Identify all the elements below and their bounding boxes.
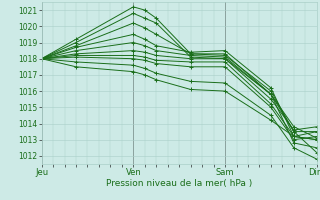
X-axis label: Pression niveau de la mer( hPa ): Pression niveau de la mer( hPa ) xyxy=(106,179,252,188)
